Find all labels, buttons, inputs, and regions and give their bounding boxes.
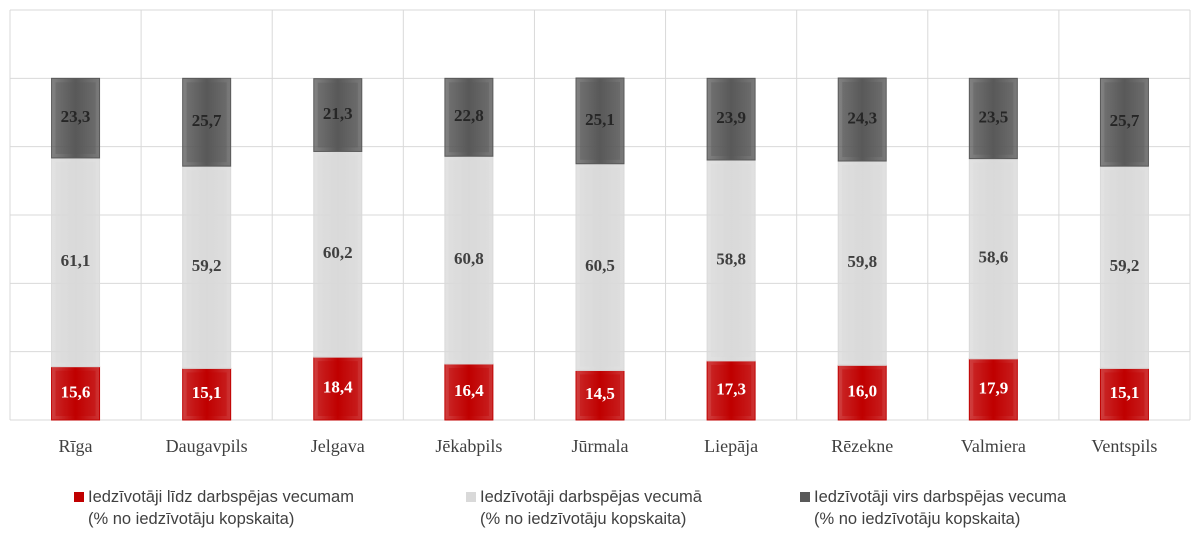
legend-label: Iedzīvotāji darbspējas vecumā (% no iedz… — [480, 488, 702, 528]
data-label: 23,3 — [61, 107, 91, 126]
bevel — [448, 367, 489, 416]
bevel — [1104, 372, 1145, 416]
bevel — [317, 82, 358, 148]
data-label: 15,1 — [1110, 383, 1140, 402]
data-label: 59,2 — [1110, 256, 1140, 275]
bevel — [842, 81, 883, 158]
data-label: 24,3 — [847, 108, 877, 127]
legend-label: Iedzīvotāji virs darbspējas vecuma (% no… — [814, 488, 1067, 528]
bevel — [973, 82, 1014, 155]
bevel — [55, 82, 96, 154]
data-label: 60,2 — [323, 243, 353, 262]
data-label: 16,0 — [847, 382, 877, 401]
legend-swatch — [800, 492, 810, 502]
bar-segment — [51, 366, 101, 421]
bar-segment — [444, 77, 494, 157]
bevel — [186, 170, 227, 365]
bevel — [186, 372, 227, 416]
bevel — [448, 82, 489, 153]
data-label: 23,9 — [716, 108, 746, 127]
bevel — [580, 167, 620, 367]
bar-segment — [837, 364, 887, 421]
bevel — [973, 362, 1014, 416]
bar-segment — [837, 77, 887, 162]
x-tick-label: Ventspils — [1091, 436, 1157, 456]
data-label: 21,3 — [323, 104, 353, 123]
bar-segment — [313, 150, 363, 358]
bar-segment — [575, 77, 625, 165]
data-label: 59,2 — [192, 256, 222, 275]
data-label: 25,7 — [1110, 111, 1140, 130]
bevel — [55, 370, 96, 416]
bar-segment — [313, 78, 363, 152]
bar-segment — [968, 358, 1018, 421]
data-label: 18,4 — [323, 377, 353, 396]
legend-item: Iedzīvotāji virs darbspējas vecuma (% no… — [800, 486, 1066, 530]
data-label: 25,1 — [585, 110, 615, 129]
data-label: 58,6 — [978, 248, 1008, 267]
bar-segment — [1099, 165, 1149, 369]
bevel — [317, 361, 358, 416]
data-label: 60,5 — [585, 256, 615, 275]
bevel — [711, 82, 752, 156]
bevel — [580, 81, 620, 160]
chart: Rīga 15,6 61,1 23,3 Daugavpils 15,1 59,2 25,7 Je… — [9, 9, 1191, 456]
bevel — [973, 162, 1014, 355]
bar-segment — [182, 77, 232, 167]
data-label: 22,8 — [454, 106, 484, 125]
bevel — [711, 364, 752, 416]
bar-segment — [444, 155, 494, 365]
bar-segment — [51, 157, 101, 368]
data-label: 60,8 — [454, 249, 484, 268]
bar-segment — [837, 160, 887, 366]
data-label: 15,6 — [61, 382, 91, 401]
legend-item: Iedzīvotāji darbspējas vecumā (% no iedz… — [466, 486, 702, 530]
bar-segment — [706, 159, 756, 362]
data-label: 16,4 — [454, 381, 484, 400]
bar-segment — [968, 77, 1018, 160]
legend-item: Iedzīvotāji līdz darbspējas vecumam (% n… — [74, 486, 354, 530]
data-label: 25,7 — [192, 111, 222, 130]
data-label: 59,8 — [847, 252, 877, 271]
legend-swatch — [74, 492, 84, 502]
bevel — [448, 160, 489, 360]
bevel — [842, 165, 883, 362]
data-label: 61,1 — [61, 251, 91, 270]
bevel — [55, 161, 96, 363]
bar-segment — [51, 77, 101, 159]
x-tick-label: Jūrmala — [572, 436, 629, 456]
data-label: 15,1 — [192, 383, 222, 402]
data-label: 17,3 — [716, 379, 746, 398]
bevel — [1104, 170, 1145, 365]
bevel — [1104, 82, 1145, 163]
legend-label: Iedzīvotāji līdz darbspējas vecumam (% n… — [88, 488, 354, 528]
bar-segment — [575, 163, 625, 371]
x-tick-label: Liepāja — [704, 436, 758, 456]
bevel — [186, 82, 227, 163]
x-tick-label: Rīga — [59, 436, 93, 456]
data-label: 14,5 — [585, 384, 615, 403]
bar-segment — [182, 367, 232, 421]
x-tick-label: Rēzekne — [831, 436, 893, 456]
bevel — [580, 374, 620, 416]
x-tick-label: Jelgava — [311, 436, 365, 456]
x-tick-label: Valmiera — [961, 436, 1026, 456]
data-label: 58,8 — [716, 249, 746, 268]
bar-segment — [444, 363, 494, 421]
bevel — [842, 369, 883, 416]
bevel — [711, 163, 752, 357]
data-label: 23,5 — [978, 107, 1008, 126]
bar-segment — [706, 77, 756, 161]
bar-segment — [706, 360, 756, 421]
x-tick-label: Daugavpils — [166, 436, 248, 456]
legend-swatch — [466, 492, 476, 502]
x-tick-label: Jēkabpils — [435, 436, 502, 456]
bevel — [317, 155, 358, 354]
data-label: 17,9 — [978, 378, 1008, 397]
bar-segment — [1099, 77, 1149, 167]
bar-segment — [182, 165, 232, 369]
